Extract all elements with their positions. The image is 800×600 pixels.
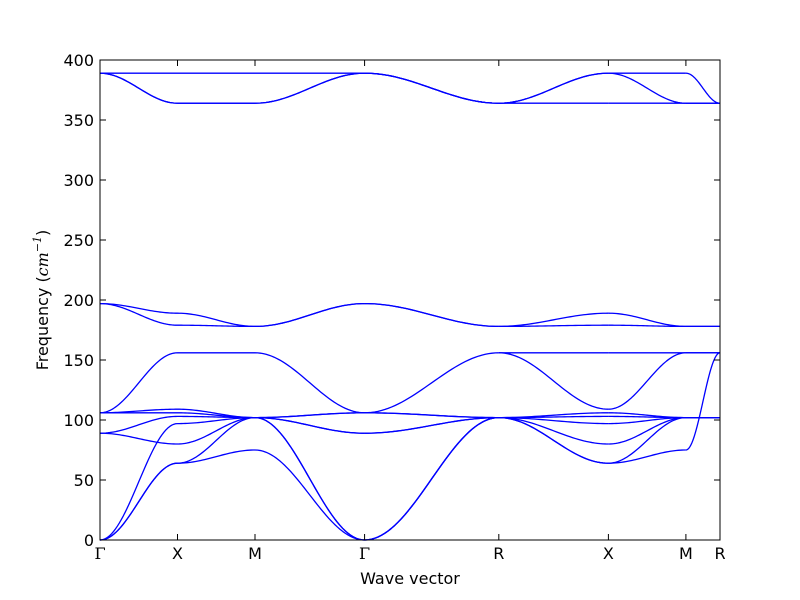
band-8-segment-1: [99, 352, 178, 414]
x-tick-label: R: [714, 544, 725, 563]
y-tick-label: 150: [63, 351, 94, 370]
band-10-segment-4: [364, 302, 499, 328]
band-7-segment-1: [99, 408, 178, 414]
band-2-segment-1: [99, 462, 178, 541]
y-axis-title-text: Frequency (: [33, 276, 52, 370]
x-tick-label: X: [172, 544, 183, 563]
band-4-segment-2: [177, 416, 256, 445]
x-tick-label: M: [248, 544, 262, 563]
band-7-segment-6: [608, 352, 686, 410]
band-4-segment-6: [608, 416, 686, 445]
y-axis-title: Frequency (cm−1): [31, 230, 52, 371]
band-1-segment-3: [254, 449, 365, 541]
band-6-segment-6: [608, 412, 686, 419]
plot-frame: [99, 59, 721, 541]
band-7-segment-5: [498, 352, 609, 410]
band-1-segment-6: [608, 449, 686, 464]
band-5-segment-3: [254, 416, 365, 434]
band-2-segment-6: [608, 416, 686, 464]
x-tick-label: X: [603, 544, 614, 563]
band-10-segment-1: [99, 302, 178, 326]
band-2-segment-5: [498, 416, 609, 464]
x-axis-title: Wave vector: [360, 569, 460, 588]
y-axis-title-exponent: −1: [31, 236, 44, 252]
band-2-segment-2: [177, 416, 256, 464]
band-3-segment-3: [254, 416, 365, 541]
band-7-segment-3: [254, 412, 365, 419]
band-8-segment-4: [364, 352, 499, 414]
y-tick-label: 300: [63, 171, 94, 190]
band-10-segment-2: [177, 324, 255, 328]
band-5-segment-4: [364, 416, 499, 434]
band-13-segment-3: [254, 72, 365, 104]
band-1-segment-7: [685, 352, 721, 451]
x-tick-label: Γ: [359, 544, 370, 563]
band-10-segment-6: [608, 324, 686, 328]
x-tick-label: Γ: [94, 544, 105, 563]
band-7-segment-4: [364, 412, 499, 419]
y-tick-label: 250: [63, 231, 94, 250]
y-tick-label: 400: [63, 51, 94, 70]
band-6-segment-5: [498, 412, 609, 419]
band-3-segment-1: [99, 422, 178, 541]
band-1-segment-2: [177, 449, 256, 464]
y-tick-label: 50: [74, 471, 94, 490]
y-tick-label: 100: [63, 411, 94, 430]
y-ticks: 0 50 100 150 200 250 300 350 400: [63, 51, 720, 550]
band-10-segment-3: [254, 302, 365, 328]
x-tick-label: R: [493, 544, 504, 563]
y-axis-title-unit: cm: [33, 252, 52, 276]
bands-layer: [99, 72, 721, 541]
band-9-segment-6: [608, 312, 686, 328]
band-8-segment-3: [254, 352, 365, 414]
band-12-segment-6: [608, 72, 686, 104]
band-9-segment-2: [177, 312, 256, 328]
band-7-segment-2: [177, 408, 256, 419]
band-12-segment-5: [498, 72, 609, 104]
band-13-segment-1: [99, 72, 178, 104]
y-tick-label: 200: [63, 291, 94, 310]
band-5-segment-1: [99, 415, 178, 434]
band-4-segment-5: [498, 416, 609, 445]
band-3-segment-4: [364, 416, 499, 541]
x-tick-label: M: [679, 544, 693, 563]
y-tick-label: 0: [84, 531, 94, 550]
band-9-segment-5: [498, 312, 609, 328]
y-axis-title-close: ): [33, 230, 52, 236]
y-tick-label: 350: [63, 111, 94, 130]
band-13-segment-4: [364, 72, 499, 104]
band-11-segment-7: [685, 72, 721, 104]
band-10-segment-5: [498, 324, 609, 328]
band-9-segment-1: [99, 302, 178, 314]
band-4-segment-1: [99, 432, 178, 445]
